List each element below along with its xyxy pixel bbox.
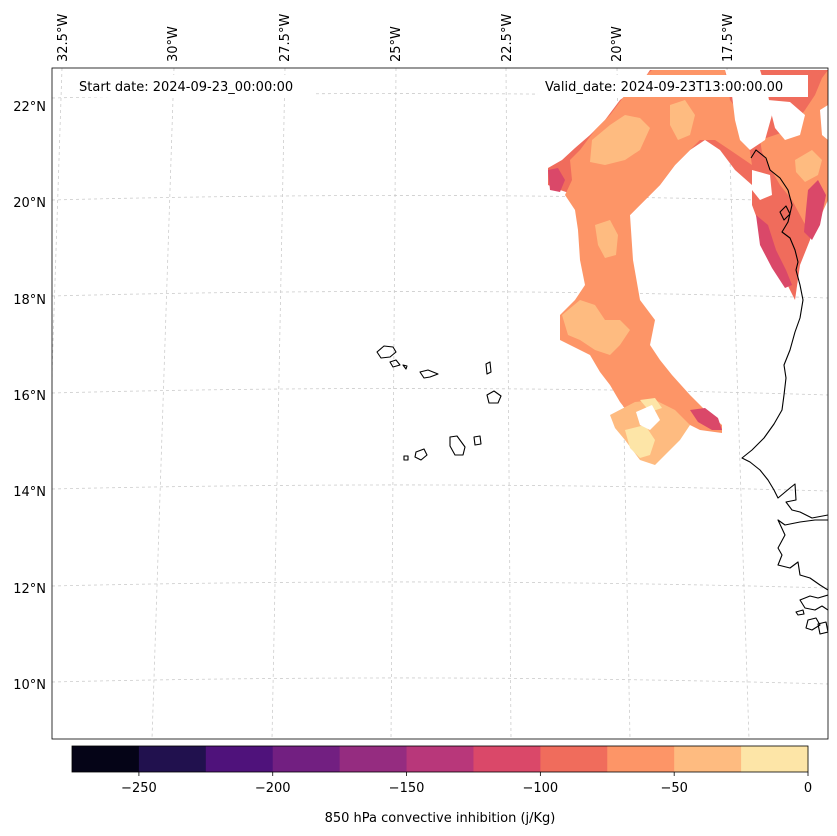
- colorbar-segment: [406, 746, 474, 772]
- island-maio: [473, 435, 482, 446]
- map-background: [52, 68, 828, 739]
- cin-contour-level-m125: [804, 180, 826, 240]
- colorbar-tick-label: −150: [389, 781, 425, 796]
- lon-label: 27.5°W: [278, 14, 293, 62]
- colorbar-segment: [272, 746, 341, 772]
- cin-contour-level-m25-b: [640, 398, 662, 412]
- africa-coastline-banc-arguin: [779, 205, 791, 221]
- map-frame: [51, 67, 829, 740]
- lat-label: 18°N: [13, 293, 46, 308]
- colorbar-segment: [339, 746, 408, 772]
- longitude-labels: 32.5°W 30°W 27.5°W 25°W 22.5°W 20°W 17.5…: [56, 14, 736, 62]
- start-date-text: Start date: 2024-09-23_00:00:00: [79, 80, 293, 95]
- lat-label: 20°N: [13, 196, 46, 211]
- africa-coastline-gambia-casamance: [777, 519, 828, 591]
- lat-label: 16°N: [13, 389, 46, 404]
- cin-contour-level-m125-d: [690, 408, 722, 430]
- colorbar-tick-label: −50: [660, 781, 687, 796]
- lon-label: 32.5°W: [56, 14, 71, 62]
- cin-contour-level-m50-d: [670, 100, 695, 140]
- lon-label: 25°W: [389, 26, 404, 62]
- lon-label: 20°W: [610, 26, 625, 62]
- island-sao-vicente: [389, 359, 401, 368]
- cin-contour-level-m50-e: [795, 150, 822, 182]
- cin-filled-contours: [548, 70, 828, 465]
- colorbar-segment: [540, 746, 608, 772]
- africa-coastline: [741, 149, 828, 519]
- colorbar-segment: [473, 746, 541, 772]
- africa-coastline-bijagos: [795, 609, 828, 635]
- colorbar-tick-label: −100: [523, 781, 559, 796]
- island-brava: [403, 455, 409, 461]
- lat-label: 14°N: [13, 485, 46, 500]
- colorbar-segment: [205, 746, 274, 772]
- cin-contour-level-m50: [590, 115, 650, 165]
- colorbar-label: 850 hPa convective inhibition (j/Kg): [325, 811, 556, 826]
- island-sao-nicolau: [419, 369, 439, 379]
- latitude-labels: 22°N 20°N 18°N 16°N 14°N 12°N 10°N: [13, 100, 46, 693]
- cin-masked-area-e: [636, 405, 660, 430]
- colorbar-tick-label: −250: [121, 781, 157, 796]
- valid-date-text: Valid_date: 2024-09-23T13:00:00.00: [545, 80, 783, 95]
- island-santo-antao: [376, 345, 397, 359]
- lat-label: 22°N: [13, 100, 46, 115]
- cin-masked-area-c: [752, 170, 772, 200]
- coastlines: [376, 149, 828, 635]
- colorbar-segment: [741, 746, 809, 772]
- cin-contour-level-m50-c: [562, 300, 630, 355]
- colorbar: −250 −200 −150 −100 −50 0 850 hPa convective …: [71, 745, 812, 826]
- colorbar-tick-label: −200: [255, 781, 291, 796]
- map-area: Start date: 2024-09-23_00:00:00 Valid_da…: [52, 68, 828, 739]
- island-fogo: [414, 448, 428, 461]
- colorbar-segment: [138, 746, 207, 772]
- colorbar-segment: [674, 746, 742, 772]
- start-date-annotation: Start date: 2024-09-23_00:00:00: [72, 75, 316, 97]
- cin-masked-area-b: [768, 100, 805, 140]
- cin-contour-level-m25: [625, 425, 655, 458]
- cin-contour-level-m125-b: [756, 215, 792, 288]
- cin-masked-area-d: [820, 105, 828, 140]
- island-santiago: [449, 435, 466, 456]
- island-santa-luzia: [402, 364, 408, 370]
- colorbar-tick-label: 0: [804, 781, 812, 796]
- colorbar-frame: [71, 745, 809, 773]
- lon-label: 30°W: [166, 26, 181, 62]
- cin-contour-level-m50-b: [595, 220, 618, 258]
- cin-contour-level-m125-c: [548, 168, 565, 192]
- valid-date-annotation: Valid_date: 2024-09-23T13:00:00.00: [538, 75, 808, 97]
- island-sal: [485, 361, 492, 375]
- colorbar-segments: [72, 746, 809, 772]
- lat-label: 10°N: [13, 678, 46, 693]
- lon-label: 22.5°W: [500, 14, 515, 62]
- colorbar-ticks: −250 −200 −150 −100 −50 0: [121, 772, 812, 796]
- lon-label: 17.5°W: [721, 14, 736, 62]
- island-boa-vista: [486, 390, 502, 404]
- colorbar-segment: [607, 746, 675, 772]
- africa-coastline-guinea-bissau: [799, 594, 828, 611]
- longitude-gridlines: [52, 68, 750, 739]
- lat-label: 12°N: [13, 582, 46, 597]
- colorbar-segment: [72, 746, 140, 772]
